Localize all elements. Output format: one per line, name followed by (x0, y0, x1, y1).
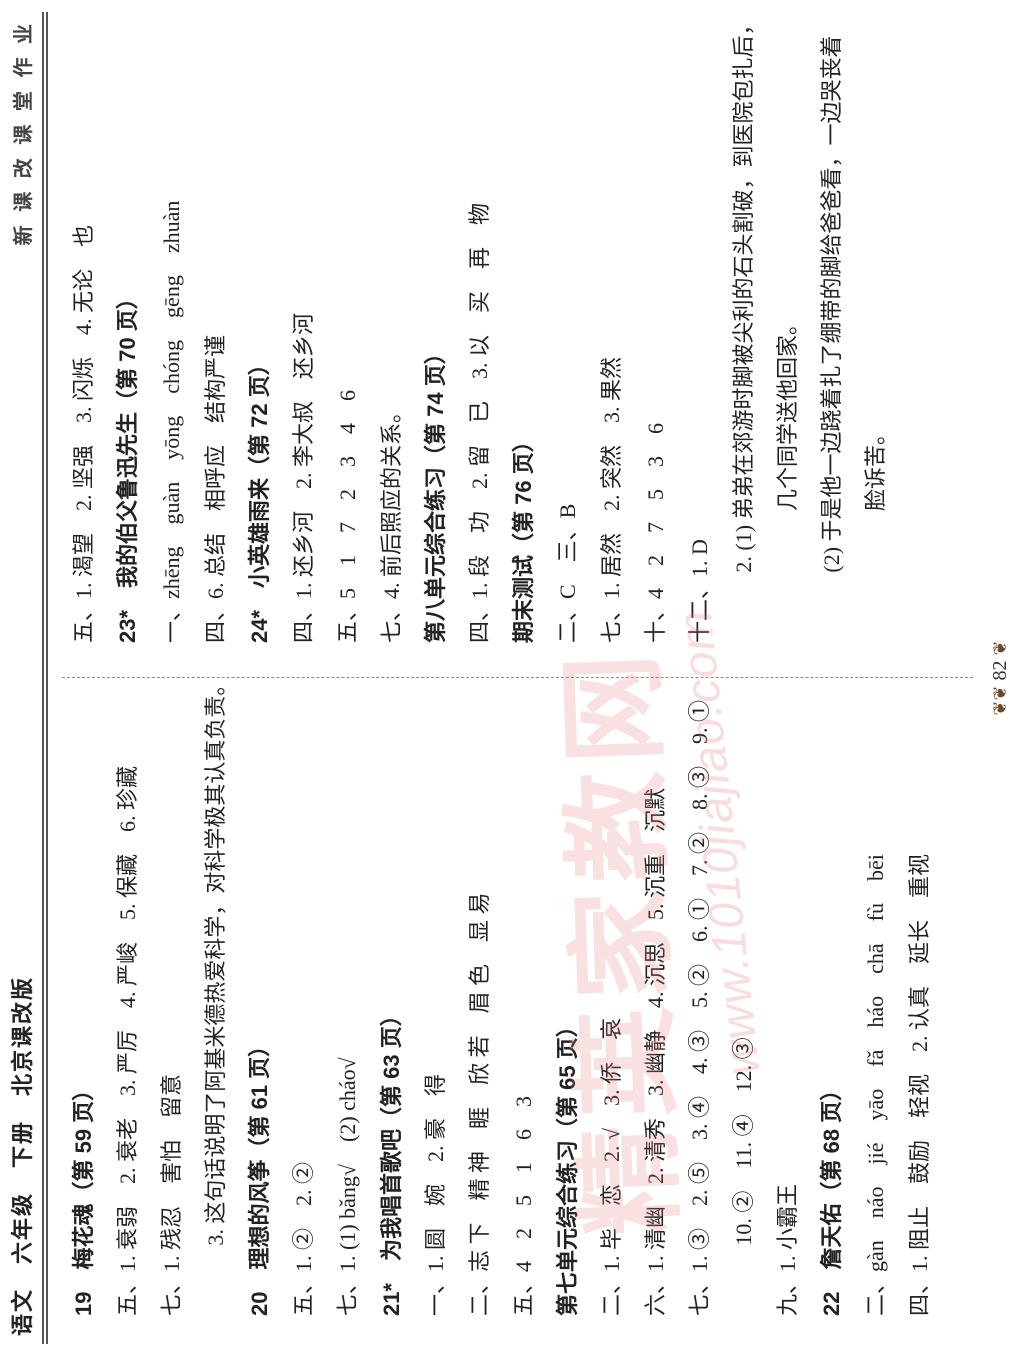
r-f-10: 十、4 2 7 5 3 6 (634, 30, 678, 643)
l-22-2: 二、gàn náo jié yāo fǎ háo chā fù bēi (854, 703, 898, 1316)
r-u8-4: 四、1. 段 功 2. 留 已 3. 以 买 再 物 (458, 30, 502, 643)
left-column: 19 梅花魂（第 59 页） 五、1. 衰弱 2. 衰老 3. 严厉 4. 严峻… (62, 673, 977, 1316)
header-bar: 语文 六年级 下册 北京课改版 新 课 改 课 堂 作 业 (0, 0, 42, 1356)
r-23-4: 四、6. 总结 相呼应 结构严谨 (194, 30, 238, 643)
header-rule (42, 12, 48, 1344)
r-f-12-2d: 脸诉苦。 (854, 30, 898, 643)
l-21-2: 二、志 下 精 神 睚 欣 若 眉 色 显 易 (458, 703, 502, 1316)
r-22-5: 五、1. 渴望 2. 坚强 3. 闪烁 4. 无论 也 (62, 30, 106, 643)
l-u7-9: 九、1. 小霸王 (766, 703, 810, 1316)
two-column-body: 精英家教网 www.1010jiajiao.com 19 梅花魂（第 59 页）… (52, 0, 983, 1356)
l-lesson-19: 19 梅花魂（第 59 页） (62, 703, 106, 1316)
r-lesson-24: 24* 小英雄雨来（第 72 页） (238, 30, 282, 643)
r-f-12: 十二、1. D (678, 30, 722, 643)
r-f-2-3: 二、C 三、B (546, 30, 590, 643)
right-column: 五、1. 渴望 2. 坚强 3. 闪烁 4. 无论 也 23* 我的伯父鲁迅先生… (62, 30, 977, 673)
r-23-1: 一、zhēng guàn yōng chóng gēng zhuàn (150, 30, 194, 643)
header-right: 新 课 改 课 堂 作 业 (7, 20, 36, 320)
l-lesson-22: 22 詹天佑（第 68 页） (810, 703, 854, 1316)
l-u7-7b: 10. ② 11. ④ 12. ③ (722, 703, 766, 1316)
l-u7-7a: 七、1. ③ 2. ⑤ 3. ④ 4. ③ 5. ② 6. ① 7. ② 8. … (678, 703, 722, 1316)
column-divider (62, 677, 973, 678)
r-24-7: 七、4. 前后照应的关系。 (370, 30, 414, 643)
l-19-5: 五、1. 衰弱 2. 衰老 3. 严厉 4. 严峻 5. 保藏 6. 珍藏 (106, 703, 150, 1316)
l-19-7: 七、1. 残忍 害怕 留意 (150, 703, 194, 1316)
l-19-7-3: 3. 这句话说明了阿基米德热爱科学，对科学极其认真负责。 (194, 703, 238, 1316)
page-rotated: 语文 六年级 下册 北京课改版 新 课 改 课 堂 作 业 精英家教网 www.… (0, 0, 1024, 1356)
r-final: 期末测试（第 76 页） (502, 30, 546, 643)
r-unit8: 第八单元综合练习（第 74 页） (414, 30, 458, 643)
r-f-12-2b: 几个同学送他回家。 (766, 30, 810, 643)
l-20-5: 五、1. ② 2. ② (282, 703, 326, 1316)
footer: ❦❦ 82 ❦ (983, 0, 1024, 1356)
l-22-4: 四、1. 阻止 鼓励 轻视 2. 认真 延长 重视 (898, 703, 942, 1316)
r-f-12-2c: (2) 于是他一边跷着扎了绷带的脚给爸爸看，一边哭丧着 (810, 30, 854, 643)
leaf-right-icon: ❦ (990, 640, 1010, 655)
header-left: 语文 六年级 下册 北京课改版 (5, 320, 37, 1336)
l-21-5: 五、4 2 5 1 6 3 (502, 703, 546, 1316)
l-unit7: 第七单元综合练习（第 65 页） (546, 703, 590, 1316)
l-21-1: 一、1. 圆 婉 2. 豪 得 (414, 703, 458, 1316)
page-number: 82 (989, 660, 1011, 680)
l-u7-2: 二、1. 毕 恋 2. √ 3. 侨 哀 (590, 703, 634, 1316)
l-lesson-20: 20 理想的风筝（第 61 页） (238, 703, 282, 1316)
leaf-left-icon: ❦❦ (990, 685, 1010, 715)
r-f-7: 七、1. 居然 2. 突然 3. 果然 (590, 30, 634, 643)
l-u7-6: 六、1. 清幽 2. 清秀 3. 幽静 4. 沉思 5. 沉重 沉默 (634, 703, 678, 1316)
l-20-7: 七、1. (1) bǎng√ (2) cháo√ (326, 703, 370, 1316)
l-lesson-21: 21* 为我唱首歌吧（第 63 页） (370, 703, 414, 1316)
r-lesson-23: 23* 我的伯父鲁迅先生（第 70 页） (106, 30, 150, 643)
r-f-12-2a: 2. (1) 弟弟在郊游时脚被尖利的石头割破，到医院包扎后， (722, 30, 766, 643)
r-24-4: 四、1. 还乡河 2. 李大叔 还乡河 (282, 30, 326, 643)
r-24-5: 五、5 1 7 2 3 4 6 (326, 30, 370, 643)
